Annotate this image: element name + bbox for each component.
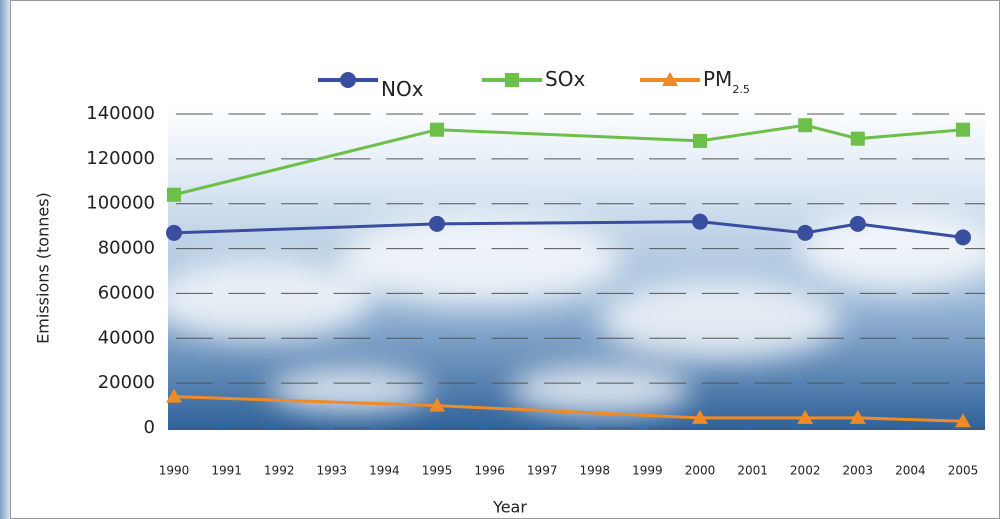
marker — [166, 388, 182, 403]
series-line — [173, 123, 964, 197]
x-tick-label: 1990 — [159, 464, 190, 478]
y-tick-label: 20000 — [98, 372, 155, 393]
x-tick-label: 1998 — [580, 464, 611, 478]
y-tick-label: 100000 — [86, 193, 155, 214]
marker — [429, 397, 445, 412]
legend-marker — [505, 73, 519, 87]
marker — [955, 229, 971, 246]
x-tick-label: 1993 — [317, 464, 348, 478]
x-tick-label: 1996 — [474, 464, 505, 478]
marker — [167, 187, 181, 202]
x-tick-label: 2000 — [685, 464, 716, 478]
marker — [693, 133, 707, 148]
marker — [692, 409, 708, 424]
marker — [849, 409, 866, 424]
marker — [850, 131, 865, 146]
plot-background — [168, 103, 985, 430]
y-tick-label: 0 — [144, 417, 155, 438]
legend-label: NOx — [381, 77, 424, 101]
marker — [430, 122, 444, 137]
marker — [692, 213, 708, 230]
marker — [797, 224, 814, 241]
legend-label: SOx — [545, 67, 585, 91]
series-line — [173, 220, 964, 239]
legend-marker — [340, 72, 356, 88]
marker — [797, 409, 814, 424]
marker — [955, 413, 971, 428]
x-tick-label: 1997 — [527, 464, 558, 478]
y-tick-label: 120000 — [86, 148, 155, 169]
legend-marker — [662, 72, 678, 86]
marker — [166, 224, 182, 241]
y-tick-label: 40000 — [98, 327, 155, 348]
x-tick-label: 2005 — [948, 464, 979, 478]
x-tick-label: 1995 — [422, 464, 453, 478]
y-tick-label: 60000 — [98, 282, 155, 303]
marker — [798, 118, 813, 133]
marker — [956, 122, 970, 137]
y-axis-title: Emissions (tonnes) — [34, 192, 53, 344]
x-tick-label: 2001 — [737, 464, 768, 478]
y-tick-label: 80000 — [98, 238, 155, 259]
x-tick-label: 2004 — [895, 464, 926, 478]
legend-label: PM2.5 — [703, 67, 750, 97]
x-tick-label: 2002 — [790, 464, 821, 478]
x-axis-title: Year — [492, 498, 527, 517]
x-tick-label: 1994 — [369, 464, 400, 478]
series-line — [173, 395, 964, 423]
x-tick-label: 1991 — [211, 464, 242, 478]
marker — [429, 215, 445, 232]
marker — [849, 215, 866, 232]
y-tick-label: 140000 — [86, 103, 155, 124]
x-tick-label: 1999 — [632, 464, 663, 478]
x-tick-label: 1992 — [264, 464, 295, 478]
x-tick-label: 2003 — [843, 464, 874, 478]
